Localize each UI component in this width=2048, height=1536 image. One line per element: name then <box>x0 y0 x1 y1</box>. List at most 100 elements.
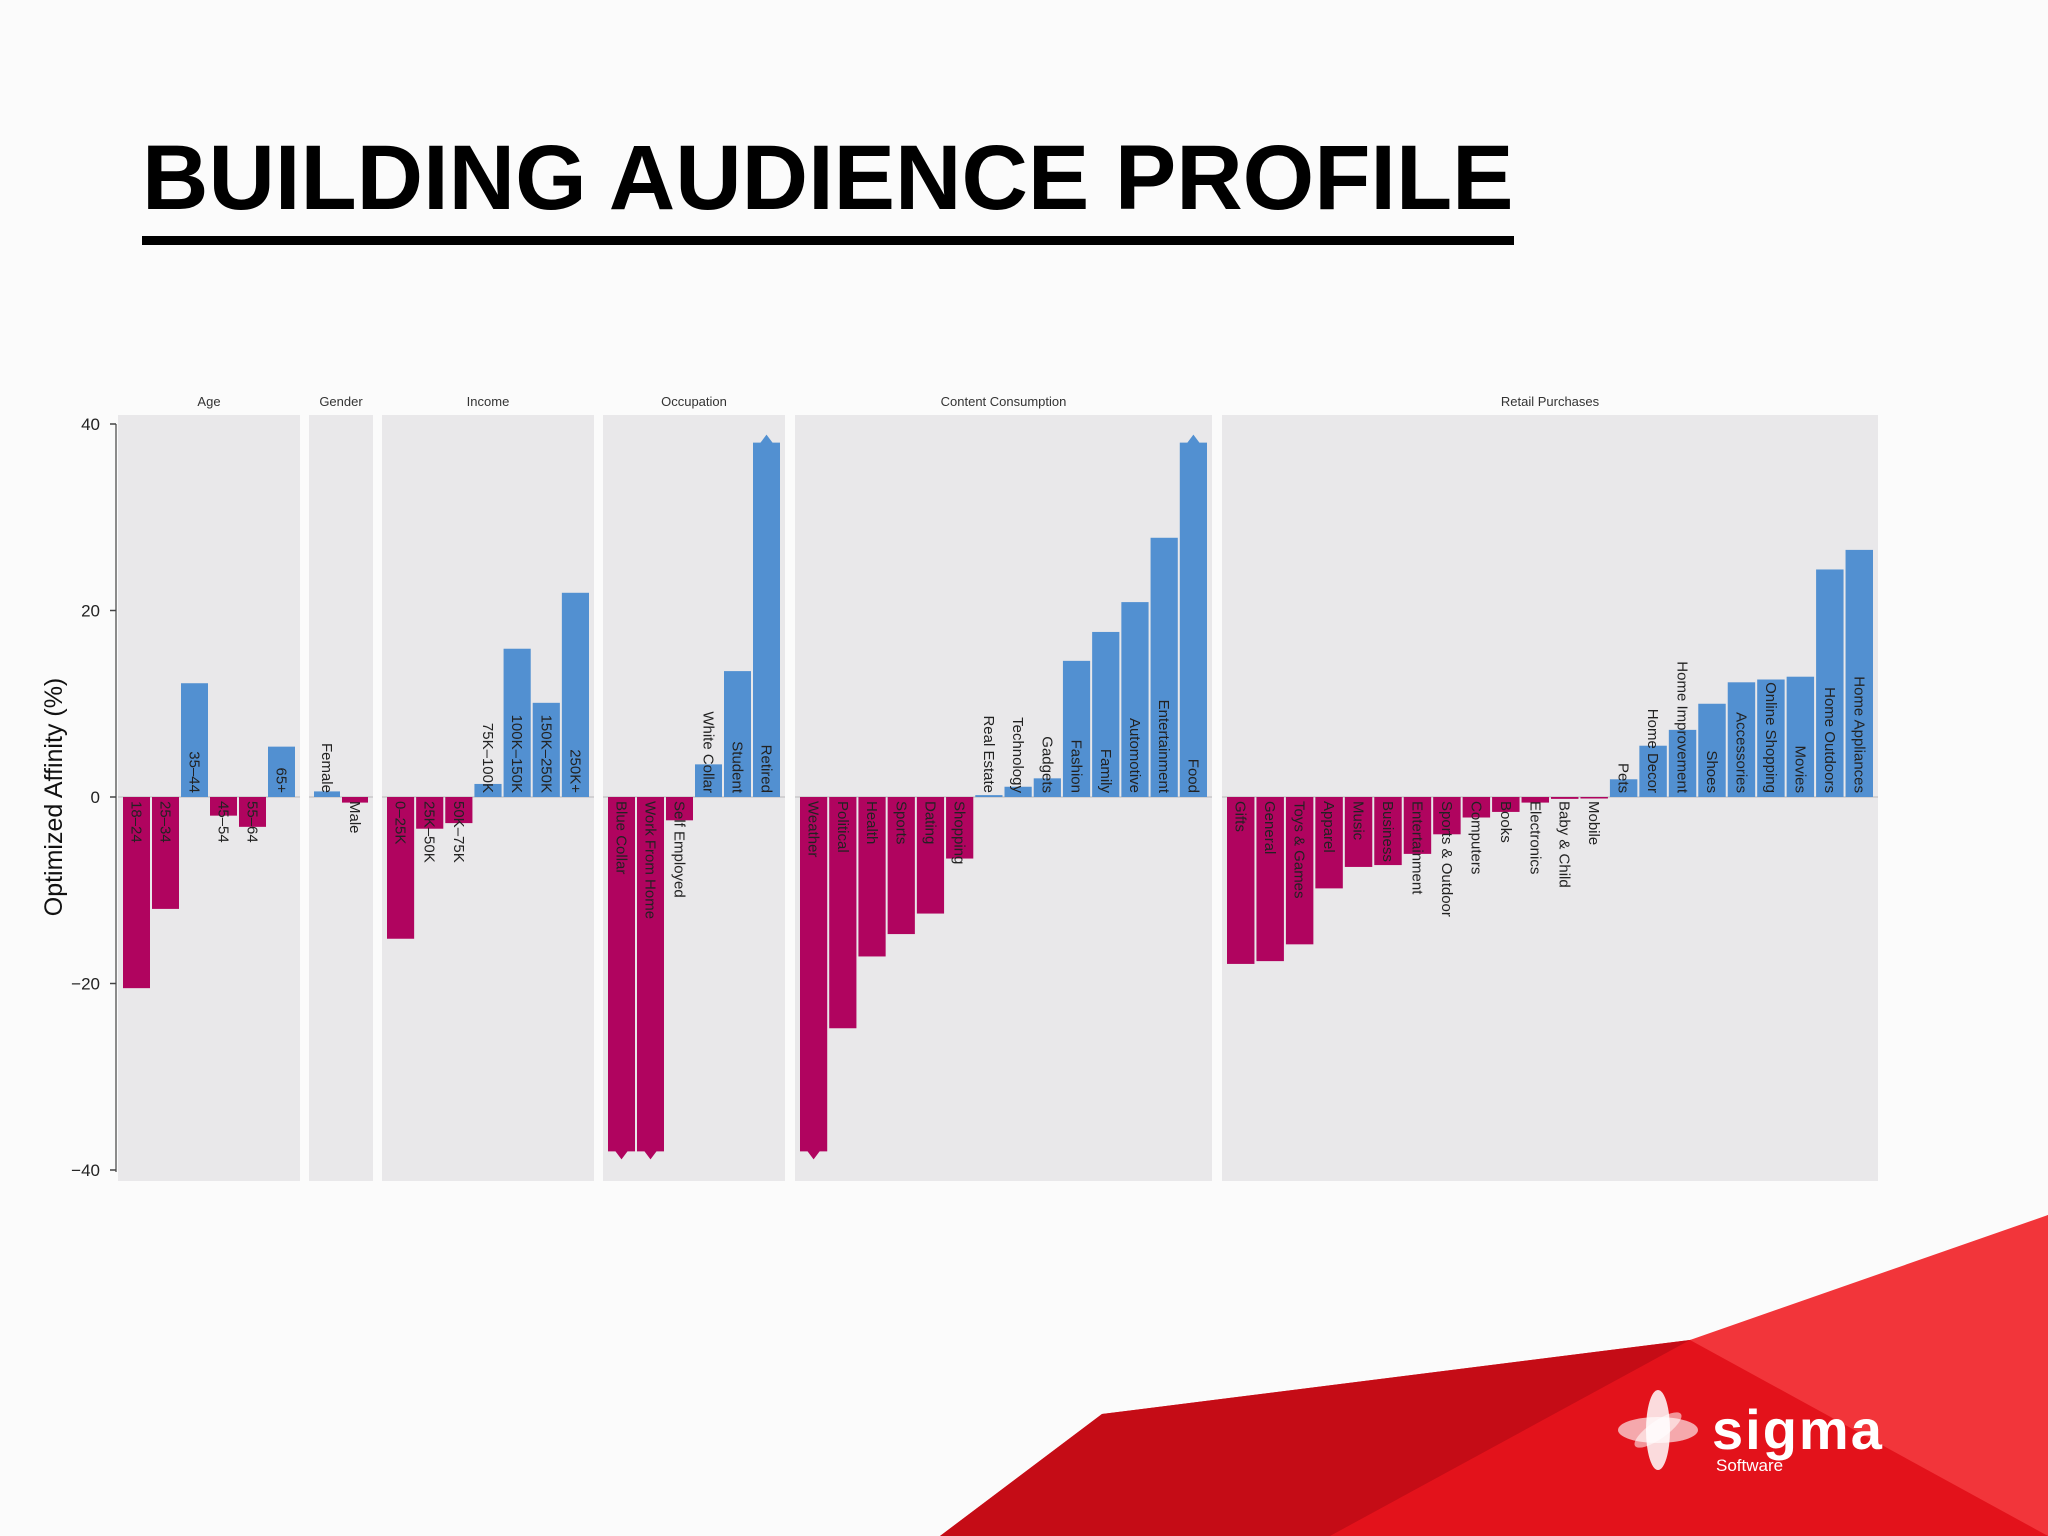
category-label-food: Food <box>1184 759 1201 793</box>
category-label-student: Student <box>729 741 746 794</box>
bar-age-45-54 <box>210 797 237 816</box>
bar-content-consumption-dating <box>916 797 945 914</box>
bar-content-consumption-health <box>858 797 886 957</box>
bar-occupation-retired <box>753 434 780 797</box>
bar-retail-purchases-toys-games <box>1285 797 1314 945</box>
category-label-25k-50k: 25K–50K <box>421 801 438 863</box>
category-label-dating: Dating <box>921 801 938 844</box>
category-label-retired: Retired <box>758 745 775 793</box>
bar-retail-purchases-sports-outdoor <box>1433 797 1461 835</box>
bar-content-consumption-fashion <box>1062 660 1091 797</box>
bar-age-25-34 <box>152 797 179 909</box>
category-label-shopping: Shopping <box>951 801 968 864</box>
facet-title-content-consumption: Content Consumption <box>941 394 1067 409</box>
bar-retail-purchases-pets <box>1609 779 1638 797</box>
category-label-male: Male <box>346 801 363 834</box>
category-label-health: Health <box>863 801 880 844</box>
category-label-technology: Technology <box>1009 717 1026 793</box>
bar-income-50k-75k <box>445 797 473 824</box>
bar-retail-purchases-baby-child <box>1551 797 1579 799</box>
facet-panel-content-consumption <box>795 415 1212 1181</box>
category-label-150k-250k: 150K–250K <box>537 715 554 793</box>
y-tick-label: −40 <box>71 1161 100 1180</box>
category-label-250k: 250K+ <box>566 749 583 793</box>
category-label-65: 65+ <box>273 768 290 794</box>
category-label-political: Political <box>834 801 851 853</box>
bar-income-25k-50k <box>416 797 444 829</box>
category-label-entertainment: Entertainment <box>1408 801 1425 895</box>
category-label-fashion: Fashion <box>1068 740 1085 793</box>
bar-income-100k-150k <box>503 648 531 797</box>
bar-income-75k-100k <box>474 783 502 797</box>
category-label-family: Family <box>1097 749 1114 794</box>
category-label-18-24: 18–24 <box>128 801 145 843</box>
category-label-gifts: Gifts <box>1232 801 1249 832</box>
category-label-computers: Computers <box>1467 801 1484 874</box>
category-label-automotive: Automotive <box>1126 718 1143 793</box>
bar-content-consumption-family <box>1092 631 1120 797</box>
red-decoration <box>940 1215 2048 1536</box>
category-label-home-outdoors: Home Outdoors <box>1821 687 1838 793</box>
category-label-45-54: 45–54 <box>215 801 232 843</box>
bar-retail-purchases-music <box>1344 797 1373 867</box>
bar-retail-purchases-online-shopping <box>1757 679 1785 797</box>
bar-age-18-24 <box>123 797 150 989</box>
bar-retail-purchases-general <box>1256 797 1284 962</box>
category-label-shoes: Shoes <box>1703 750 1720 793</box>
category-label-gadgets: Gadgets <box>1038 736 1055 793</box>
category-label-online-shopping: Online Shopping <box>1762 682 1779 793</box>
category-label-75k-100k: 75K–100K <box>479 723 496 793</box>
category-label-35-44: 35–44 <box>186 751 203 793</box>
bar-age-55-64 <box>239 797 266 827</box>
bar-age-35-44 <box>181 683 208 797</box>
bar-content-consumption-weather <box>800 797 828 1160</box>
bar-occupation-blue-collar <box>608 797 635 1160</box>
category-label-50k-75k: 50K–75K <box>450 801 467 863</box>
bar-retail-purchases-shoes <box>1698 703 1726 797</box>
category-label-blue-collar: Blue Collar <box>613 801 630 874</box>
category-label-real-estate: Real Estate <box>980 715 997 793</box>
bar-income-150k-250k <box>532 702 560 797</box>
facet-title-gender: Gender <box>319 394 363 409</box>
bar-retail-purchases-computers <box>1462 797 1491 818</box>
brand-name: sigma <box>1712 1398 1884 1461</box>
slide-title: BUILDING AUDIENCE PROFILE <box>142 128 1514 245</box>
y-tick-label: 20 <box>81 602 100 621</box>
bar-content-consumption-political <box>829 797 857 1029</box>
category-label-mobile: Mobile <box>1585 801 1602 845</box>
bar-gender-male <box>342 797 368 803</box>
bar-content-consumption-gadgets <box>1033 778 1061 797</box>
category-label-55-64: 55–64 <box>244 801 261 843</box>
category-label-sports: Sports <box>892 801 909 844</box>
category-label-100k-150k: 100K–150K <box>508 715 525 793</box>
bar-occupation-student <box>724 671 751 797</box>
category-label-pets: Pets <box>1615 763 1632 793</box>
category-label-toys-games: Toys & Games <box>1291 801 1308 899</box>
category-label-self-employed: Self Employed <box>671 801 688 898</box>
bar-retail-purchases-business <box>1374 797 1402 866</box>
bar-occupation-self-employed <box>666 797 693 821</box>
category-label-electronics: Electronics <box>1526 801 1543 874</box>
facet-title-age: Age <box>197 394 220 409</box>
category-label-home-improvement: Home Improvement <box>1674 661 1691 794</box>
y-tick-label: 0 <box>91 788 100 807</box>
category-label-apparel: Apparel <box>1320 801 1337 853</box>
bar-retail-purchases-home-appliances <box>1845 549 1873 797</box>
category-label-books: Books <box>1497 801 1514 843</box>
bar-retail-purchases-electronics <box>1521 797 1549 803</box>
bar-income-250k <box>561 592 589 797</box>
bar-content-consumption-technology <box>1004 786 1032 797</box>
category-label-home-decor: Home Decor <box>1644 709 1661 793</box>
bar-occupation-work-from-home <box>637 797 664 1160</box>
category-label-baby-child: Baby & Child <box>1556 801 1573 888</box>
category-label-movies: Movies <box>1791 745 1808 793</box>
bar-retail-purchases-home-decor <box>1639 745 1667 797</box>
category-label-weather: Weather <box>805 801 822 857</box>
bar-gender-female <box>314 791 340 797</box>
bar-retail-purchases-gifts <box>1227 797 1255 964</box>
bar-content-consumption-real-estate <box>975 795 1003 797</box>
category-label-accessories: Accessories <box>1732 712 1749 793</box>
bar-content-consumption-sports <box>887 797 915 935</box>
bar-retail-purchases-apparel <box>1315 797 1343 889</box>
